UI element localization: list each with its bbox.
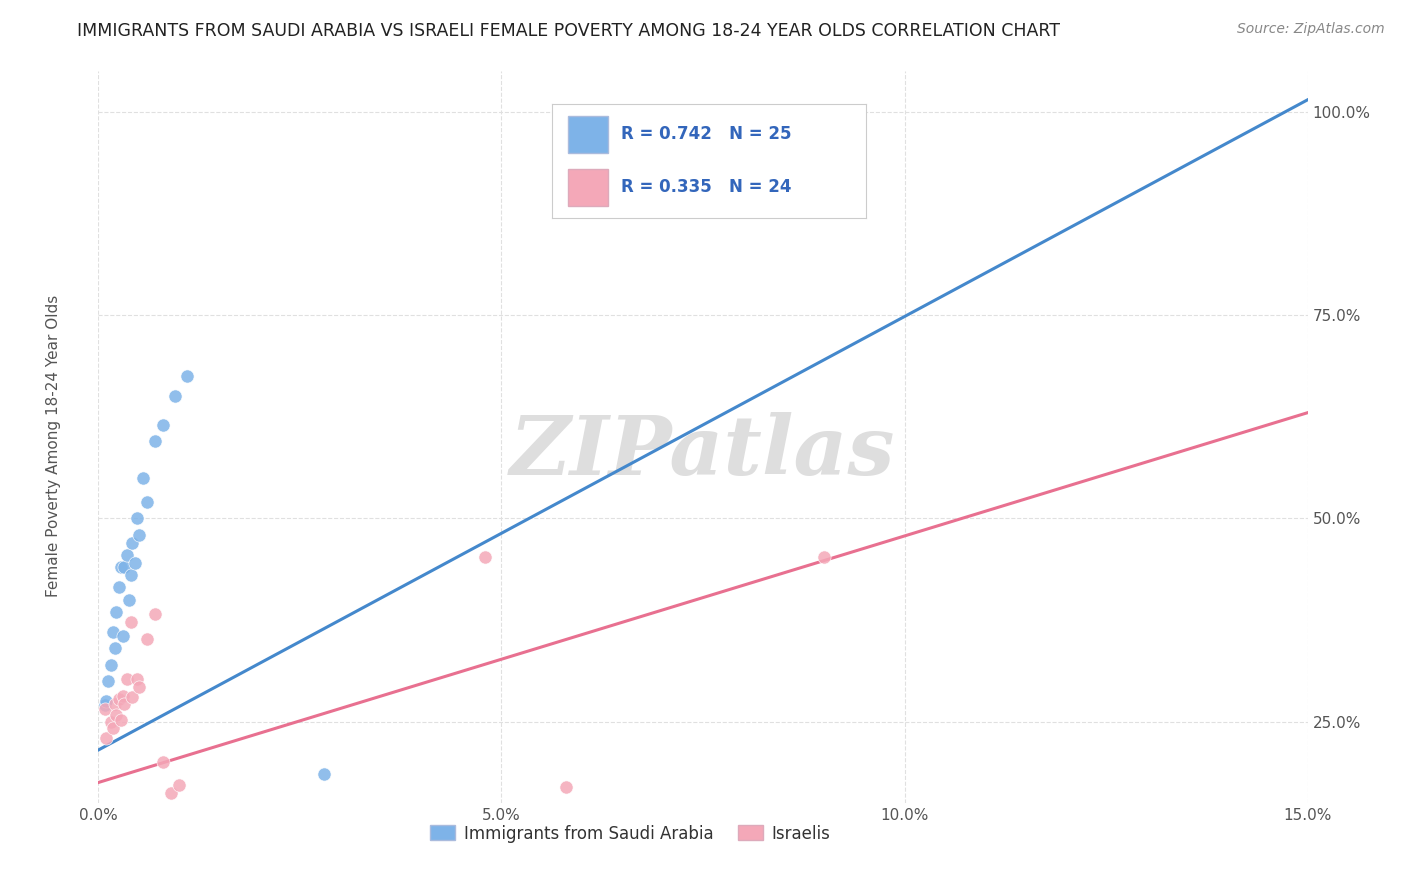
Text: IMMIGRANTS FROM SAUDI ARABIA VS ISRAELI FEMALE POVERTY AMONG 18-24 YEAR OLDS COR: IMMIGRANTS FROM SAUDI ARABIA VS ISRAELI …	[77, 22, 1060, 40]
Point	[163, 389, 186, 403]
Point	[100, 714, 122, 729]
Point	[184, 837, 207, 851]
Point	[314, 767, 336, 781]
Point	[103, 641, 125, 656]
Point	[132, 471, 155, 485]
Point	[94, 698, 117, 713]
Text: Source: ZipAtlas.com: Source: ZipAtlas.com	[1237, 22, 1385, 37]
Point	[128, 681, 150, 695]
Point	[115, 673, 138, 687]
Point	[813, 550, 835, 565]
Point	[127, 673, 149, 687]
Point	[121, 535, 143, 549]
Point	[167, 778, 190, 792]
Point	[124, 556, 146, 570]
Point	[110, 560, 132, 574]
Point	[96, 694, 118, 708]
Point	[143, 434, 166, 449]
Point	[112, 697, 135, 711]
Point	[112, 560, 135, 574]
Point	[176, 369, 198, 384]
Point	[555, 780, 578, 794]
Point	[152, 755, 174, 769]
Point	[135, 495, 157, 509]
Point	[120, 568, 142, 582]
Point	[127, 511, 149, 525]
Point	[110, 713, 132, 727]
Point	[135, 632, 157, 646]
Point	[105, 605, 128, 619]
Point	[115, 548, 138, 562]
Point	[143, 607, 166, 622]
Point	[96, 731, 118, 745]
Point	[100, 657, 122, 672]
Point	[103, 697, 125, 711]
Point	[101, 721, 124, 735]
Point	[111, 689, 134, 703]
Point	[121, 690, 143, 705]
Point	[474, 550, 496, 565]
Point	[94, 702, 117, 716]
Point	[97, 673, 120, 688]
Point	[101, 625, 124, 640]
Point	[111, 629, 134, 643]
Text: Female Poverty Among 18-24 Year Olds: Female Poverty Among 18-24 Year Olds	[46, 295, 60, 597]
Point	[107, 691, 129, 706]
Point	[105, 708, 128, 723]
Point	[160, 786, 183, 800]
Point	[107, 581, 129, 595]
Point	[152, 417, 174, 432]
Point	[120, 615, 142, 630]
Point	[128, 527, 150, 541]
Legend: Immigrants from Saudi Arabia, Israelis: Immigrants from Saudi Arabia, Israelis	[423, 818, 837, 849]
Text: ZIPatlas: ZIPatlas	[510, 412, 896, 491]
Point	[118, 592, 141, 607]
